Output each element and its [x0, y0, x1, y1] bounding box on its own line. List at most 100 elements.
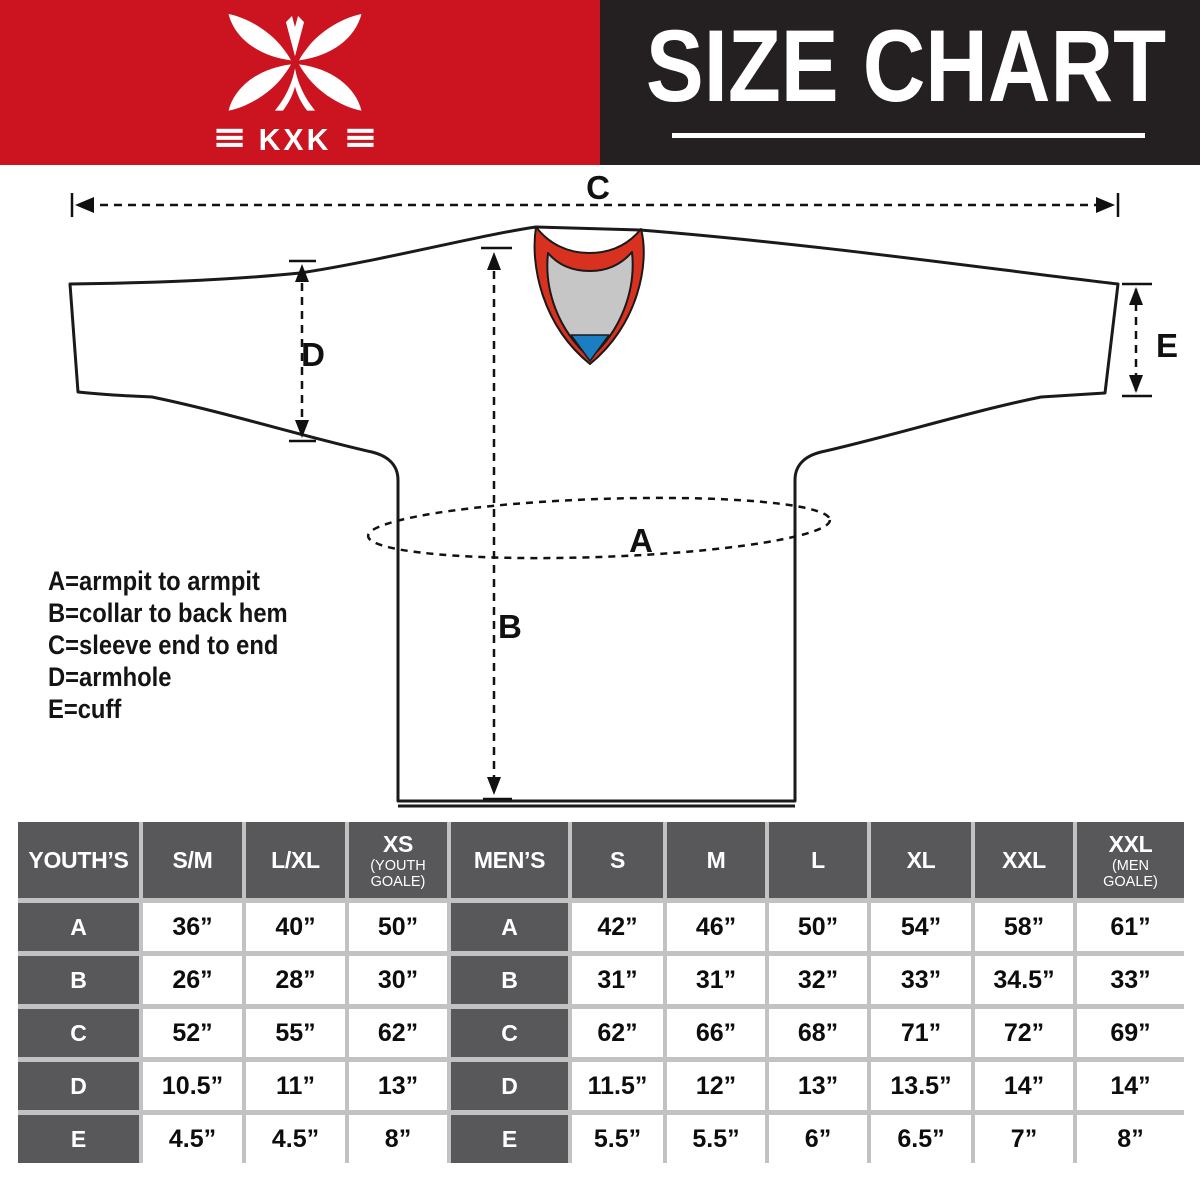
- row-label-cell: A: [451, 903, 568, 951]
- logo-bottom-left-wing-icon: [228, 64, 291, 111]
- size-value-cell: 34.5”: [975, 956, 1073, 1004]
- row-label-cell: A: [18, 903, 139, 951]
- size-value-cell: 62”: [349, 1009, 447, 1057]
- measure-a-ellipse: [366, 496, 832, 560]
- size-value-cell: 42”: [572, 903, 663, 951]
- size-value-cell: 6.5”: [871, 1115, 971, 1163]
- table-header-m: M: [667, 822, 765, 898]
- table-header-xs-sub: (YOUTH GOALE): [370, 857, 426, 890]
- size-value-cell: 5.5”: [667, 1115, 765, 1163]
- size-value-cell: 72”: [975, 1009, 1073, 1057]
- logo-top-right-wing-icon: [299, 14, 362, 61]
- row-label-cell: E: [18, 1115, 139, 1163]
- size-value-cell: 14”: [1077, 1062, 1184, 1110]
- size-value-cell: 36”: [143, 903, 242, 951]
- size-value-cell: 13.5”: [871, 1062, 971, 1110]
- measure-c-arrow-left-icon: [75, 197, 94, 213]
- row-label-cell: C: [451, 1009, 568, 1057]
- legend-line-b: B=collar to back hem: [48, 598, 288, 628]
- brand-text: KXK: [259, 124, 332, 157]
- table-header-s: S: [572, 822, 663, 898]
- logo-arch-icon: [274, 68, 316, 111]
- logo-top-center-icon: [285, 16, 305, 57]
- row-label-cell: B: [451, 956, 568, 1004]
- measure-e-arrow-top-icon: [1129, 287, 1143, 305]
- measure-d-label: D: [301, 336, 325, 373]
- size-value-cell: 4.5”: [246, 1115, 345, 1163]
- measure-c-label: C: [586, 169, 610, 206]
- size-value-cell: 62”: [572, 1009, 663, 1057]
- row-label-cell: D: [451, 1062, 568, 1110]
- size-value-cell: 13”: [349, 1062, 447, 1110]
- triple-bar-left-icon: [216, 128, 243, 147]
- table-header-xl: XL: [871, 822, 971, 898]
- size-value-cell: 8”: [349, 1115, 447, 1163]
- size-value-cell: 8”: [1077, 1115, 1184, 1163]
- table-header-xxl-main: XXL: [1108, 830, 1153, 857]
- collar-v-inset: [570, 334, 610, 362]
- legend-line-c: C=sleeve end to end: [48, 630, 279, 660]
- size-value-cell: 32”: [769, 956, 867, 1004]
- title-panel: SIZE CHART: [600, 0, 1200, 165]
- size-value-cell: 61”: [1077, 903, 1184, 951]
- row-label-cell: C: [18, 1009, 139, 1057]
- size-value-cell: 50”: [349, 903, 447, 951]
- measure-b: [481, 246, 512, 801]
- size-value-cell: 58”: [975, 903, 1073, 951]
- measure-a-label: A: [629, 522, 653, 559]
- size-value-cell: 11”: [246, 1062, 345, 1110]
- legend-line-e: E=cuff: [48, 694, 122, 724]
- size-value-cell: 66”: [667, 1009, 765, 1057]
- size-value-cell: 46”: [667, 903, 765, 951]
- table-header-xs-main: XS: [382, 830, 414, 857]
- size-value-cell: 30”: [349, 956, 447, 1004]
- row-label-cell: D: [18, 1062, 139, 1110]
- table-header-l: L: [769, 822, 867, 898]
- size-value-cell: 55”: [246, 1009, 345, 1057]
- measure-e-label: E: [1156, 327, 1178, 364]
- page-title: SIZE CHART: [645, 9, 1167, 123]
- legend-line-d: D=armhole: [48, 662, 172, 692]
- table-header-lxl: L/XL: [246, 822, 345, 898]
- size-value-cell: 6”: [769, 1115, 867, 1163]
- measure-b-arrow-bottom-icon: [487, 777, 501, 795]
- table-header-xs: XS (YOUTH GOALE): [349, 822, 447, 898]
- table-header-mens: MEN’S: [451, 822, 568, 898]
- logo-bottom-right-wing-icon: [299, 64, 362, 111]
- size-value-cell: 71”: [871, 1009, 971, 1057]
- measure-c: [70, 193, 1120, 217]
- size-value-cell: 31”: [572, 956, 663, 1004]
- legend-line-a: A=armpit to armpit: [48, 566, 260, 596]
- size-value-cell: 31”: [667, 956, 765, 1004]
- size-value-cell: 68”: [769, 1009, 867, 1057]
- row-label-cell: E: [451, 1115, 568, 1163]
- measure-e-arrow-bottom-icon: [1129, 375, 1143, 393]
- measure-d-arrow-bottom-icon: [295, 420, 309, 438]
- row-label-cell: B: [18, 956, 139, 1004]
- size-value-cell: 69”: [1077, 1009, 1184, 1057]
- size-value-cell: 13”: [769, 1062, 867, 1110]
- table-header-youths: YOUTH’S: [18, 822, 139, 898]
- size-value-cell: 52”: [143, 1009, 242, 1057]
- measure-d: [289, 259, 316, 443]
- triple-bar-right-icon: [347, 128, 374, 147]
- size-value-cell: 54”: [871, 903, 971, 951]
- size-value-cell: 11.5”: [572, 1062, 663, 1110]
- table-header-xxl: XXL: [975, 822, 1073, 898]
- measure-b-arrow-top-icon: [487, 252, 501, 270]
- measure-b-label: B: [498, 608, 522, 645]
- measure-c-arrow-right-icon: [1096, 197, 1115, 213]
- title-underline: [672, 133, 1145, 138]
- measure-e: [1122, 282, 1152, 398]
- page-header: KXK SIZE CHART: [0, 0, 1200, 165]
- size-value-cell: 10.5”: [143, 1062, 242, 1110]
- size-value-cell: 28”: [246, 956, 345, 1004]
- size-value-cell: 33”: [871, 956, 971, 1004]
- size-value-cell: 26”: [143, 956, 242, 1004]
- size-value-cell: 33”: [1077, 956, 1184, 1004]
- size-table: YOUTH’S S/M L/XL XS (YOUTH GOALE) MEN’S …: [18, 822, 1184, 1163]
- size-value-cell: 7”: [975, 1115, 1073, 1163]
- size-value-cell: 14”: [975, 1062, 1073, 1110]
- size-value-cell: 5.5”: [572, 1115, 663, 1163]
